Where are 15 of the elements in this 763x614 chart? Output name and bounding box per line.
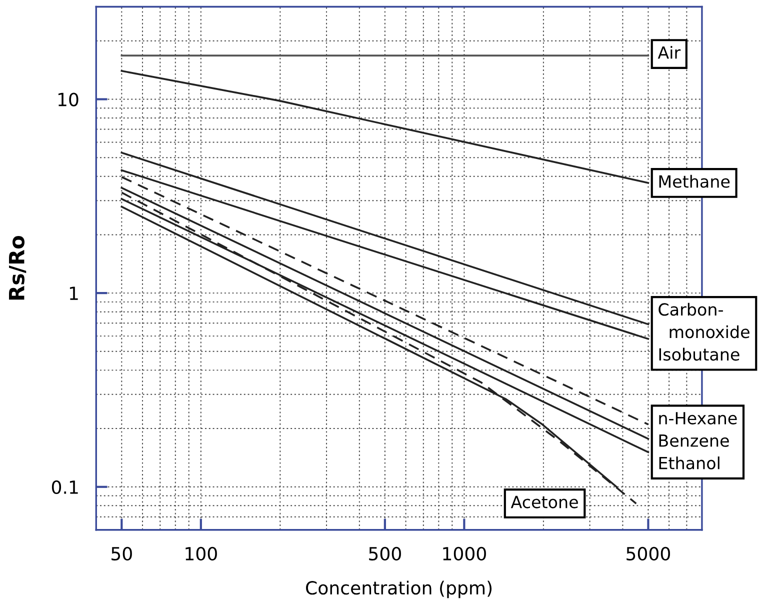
annotation: Methane: [659, 174, 730, 188]
x-tick-label: 500: [369, 546, 401, 561]
x-tick-label: 100: [186, 546, 217, 561]
annotation: n-Hexane Benzene Ethanol: [659, 412, 737, 470]
x-tick-label: 5000: [626, 546, 670, 561]
y-tick-label: 0.1: [52, 480, 78, 494]
x-axis-title: Concentration (ppm): [306, 580, 492, 598]
annotation: Air: [658, 46, 681, 59]
x-tick-label: 1000: [443, 546, 486, 561]
y-axis-title: Rs/Ro: [9, 236, 26, 300]
y-tick-label: 10: [58, 92, 78, 106]
y-tick-label: 1: [70, 286, 78, 300]
annotation: Carbon- monoxide Isobutane: [658, 302, 750, 361]
x-tick-label: 50: [112, 546, 132, 561]
annotation: Acetone: [510, 496, 578, 508]
